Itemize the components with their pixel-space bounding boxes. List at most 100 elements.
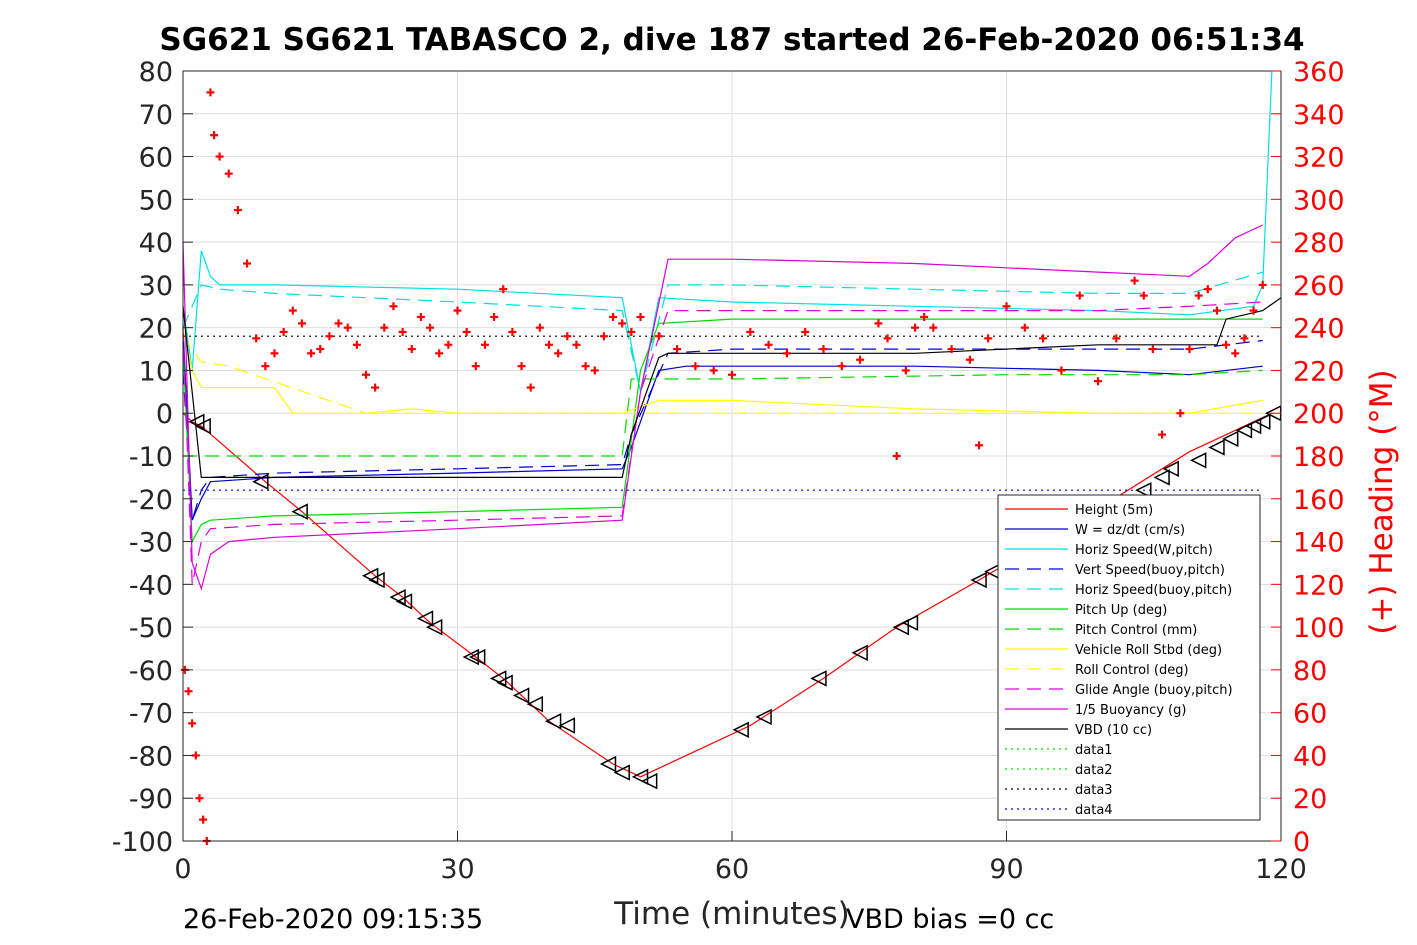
heading-marker bbox=[316, 345, 325, 354]
triangle-marker bbox=[462, 648, 479, 666]
heading-marker bbox=[764, 340, 773, 349]
legend-label: Horiz Speed(W,pitch) bbox=[1075, 543, 1213, 558]
y-right-tick-labels: 3603403203002802602402202001801601401201… bbox=[1293, 57, 1345, 858]
triangle-marker bbox=[468, 648, 486, 666]
y-right-tick-label: 200 bbox=[1293, 399, 1345, 430]
heading-marker bbox=[1258, 280, 1267, 289]
heading-marker bbox=[975, 441, 984, 450]
x-tick-label: 120 bbox=[1255, 854, 1307, 885]
y-left-tick-label: 10 bbox=[139, 356, 173, 387]
y-right-tick-label: 100 bbox=[1293, 613, 1345, 644]
heading-marker bbox=[199, 815, 208, 824]
y-left-tick-label: 30 bbox=[139, 271, 173, 302]
triangle-marker bbox=[368, 571, 385, 589]
heading-marker bbox=[195, 794, 204, 803]
heading-marker bbox=[1112, 334, 1121, 343]
heading-marker bbox=[782, 349, 791, 358]
heading-marker bbox=[243, 259, 252, 268]
triangle-marker bbox=[1208, 439, 1225, 456]
heading-marker bbox=[691, 362, 700, 371]
y-left-tick-label: -30 bbox=[129, 528, 173, 559]
heading-marker bbox=[517, 362, 526, 371]
heading-marker bbox=[1148, 345, 1157, 354]
heading-marker bbox=[627, 327, 636, 336]
heading-marker bbox=[947, 345, 956, 354]
y-left-tick-label: 50 bbox=[139, 185, 173, 216]
heading-marker bbox=[965, 355, 974, 364]
heading-marker bbox=[526, 383, 535, 392]
ticks bbox=[182, 70, 1282, 842]
y-left-tick-label: -20 bbox=[129, 485, 173, 516]
heading-marker bbox=[1158, 430, 1167, 439]
heading-marker bbox=[1222, 340, 1231, 349]
y-left-tick-label: -50 bbox=[129, 613, 173, 644]
y-left-tick-label: -60 bbox=[129, 656, 173, 687]
y-right-tick-label: 260 bbox=[1293, 271, 1345, 302]
triangle-marker bbox=[1135, 482, 1152, 499]
heading-marker bbox=[590, 366, 599, 375]
heading-marker bbox=[224, 169, 233, 178]
triangle-marker bbox=[1153, 469, 1170, 486]
triangle-marker bbox=[1162, 460, 1179, 478]
y-left-tick-label: 0 bbox=[156, 399, 173, 430]
heading-marker bbox=[334, 319, 343, 328]
heading-marker bbox=[920, 312, 929, 321]
heading-marker bbox=[371, 383, 380, 392]
heading-marker bbox=[233, 206, 242, 215]
heading-marker bbox=[191, 751, 200, 760]
triangle-marker bbox=[558, 717, 576, 734]
triangle-marker bbox=[613, 764, 630, 781]
heading-marker bbox=[1094, 377, 1102, 386]
heading-marker bbox=[1002, 302, 1011, 311]
x-tick-label: 0 bbox=[174, 854, 191, 885]
heading-marker bbox=[270, 349, 279, 358]
heading-marker bbox=[535, 323, 544, 332]
y-right-tick-label: 60 bbox=[1293, 699, 1327, 730]
triangle-marker bbox=[416, 610, 434, 627]
series-line-2 bbox=[182, 327, 1263, 521]
heading-marker bbox=[1039, 334, 1048, 343]
x-tick-labels: 0 30 60 90 120 bbox=[174, 854, 1306, 885]
heading-marker bbox=[426, 323, 435, 332]
heading-marker bbox=[654, 332, 663, 341]
heading-marker bbox=[435, 349, 444, 358]
heading-marker bbox=[581, 362, 590, 371]
y-right-tick-label: 280 bbox=[1293, 228, 1345, 259]
triangle-marker bbox=[526, 695, 544, 713]
heading-marker bbox=[636, 312, 645, 321]
heading-marker bbox=[673, 345, 682, 354]
triangle-marker bbox=[512, 687, 530, 704]
legend: Height (5m) W = dz/dt (cm/s) Horiz Speed(W… bbox=[997, 494, 1261, 821]
heading-marker bbox=[352, 340, 361, 349]
y-left-tick-label: -70 bbox=[129, 699, 173, 730]
y-right-tick-label: 340 bbox=[1293, 100, 1345, 131]
heading-marker bbox=[453, 306, 462, 315]
heading-marker bbox=[261, 362, 270, 371]
triangle-marker bbox=[892, 618, 910, 636]
triangle-marker bbox=[1244, 417, 1262, 435]
heading-marker bbox=[746, 327, 755, 336]
series-line-4 bbox=[182, 339, 1263, 521]
heading-marker bbox=[1130, 276, 1139, 285]
heading-marker bbox=[362, 370, 370, 379]
heading-marker bbox=[599, 332, 608, 341]
y-right-tick-label: 320 bbox=[1293, 143, 1345, 174]
heading-marker bbox=[380, 323, 389, 332]
heading-marker bbox=[389, 302, 398, 311]
heading-marker bbox=[279, 327, 288, 336]
heading-marker bbox=[1249, 306, 1258, 315]
triangle-marker bbox=[194, 417, 211, 435]
heading-marker bbox=[288, 306, 297, 315]
y-left-tick-label: 60 bbox=[139, 143, 173, 174]
y-right-tick-label: 240 bbox=[1293, 314, 1345, 345]
heading-marker bbox=[297, 319, 306, 328]
heading-marker bbox=[1203, 285, 1212, 294]
legend-label: VBD (10 cc) bbox=[1075, 723, 1152, 738]
y-right-tick-label: 140 bbox=[1293, 528, 1345, 559]
footer-vbd-bias: VBD bias =0 cc bbox=[846, 904, 1054, 935]
legend-label: Roll Control (deg) bbox=[1075, 663, 1189, 678]
y-right-tick-label: 20 bbox=[1293, 784, 1327, 815]
series-line-9 bbox=[182, 335, 1263, 414]
y-left-tick-label: -80 bbox=[129, 741, 173, 772]
